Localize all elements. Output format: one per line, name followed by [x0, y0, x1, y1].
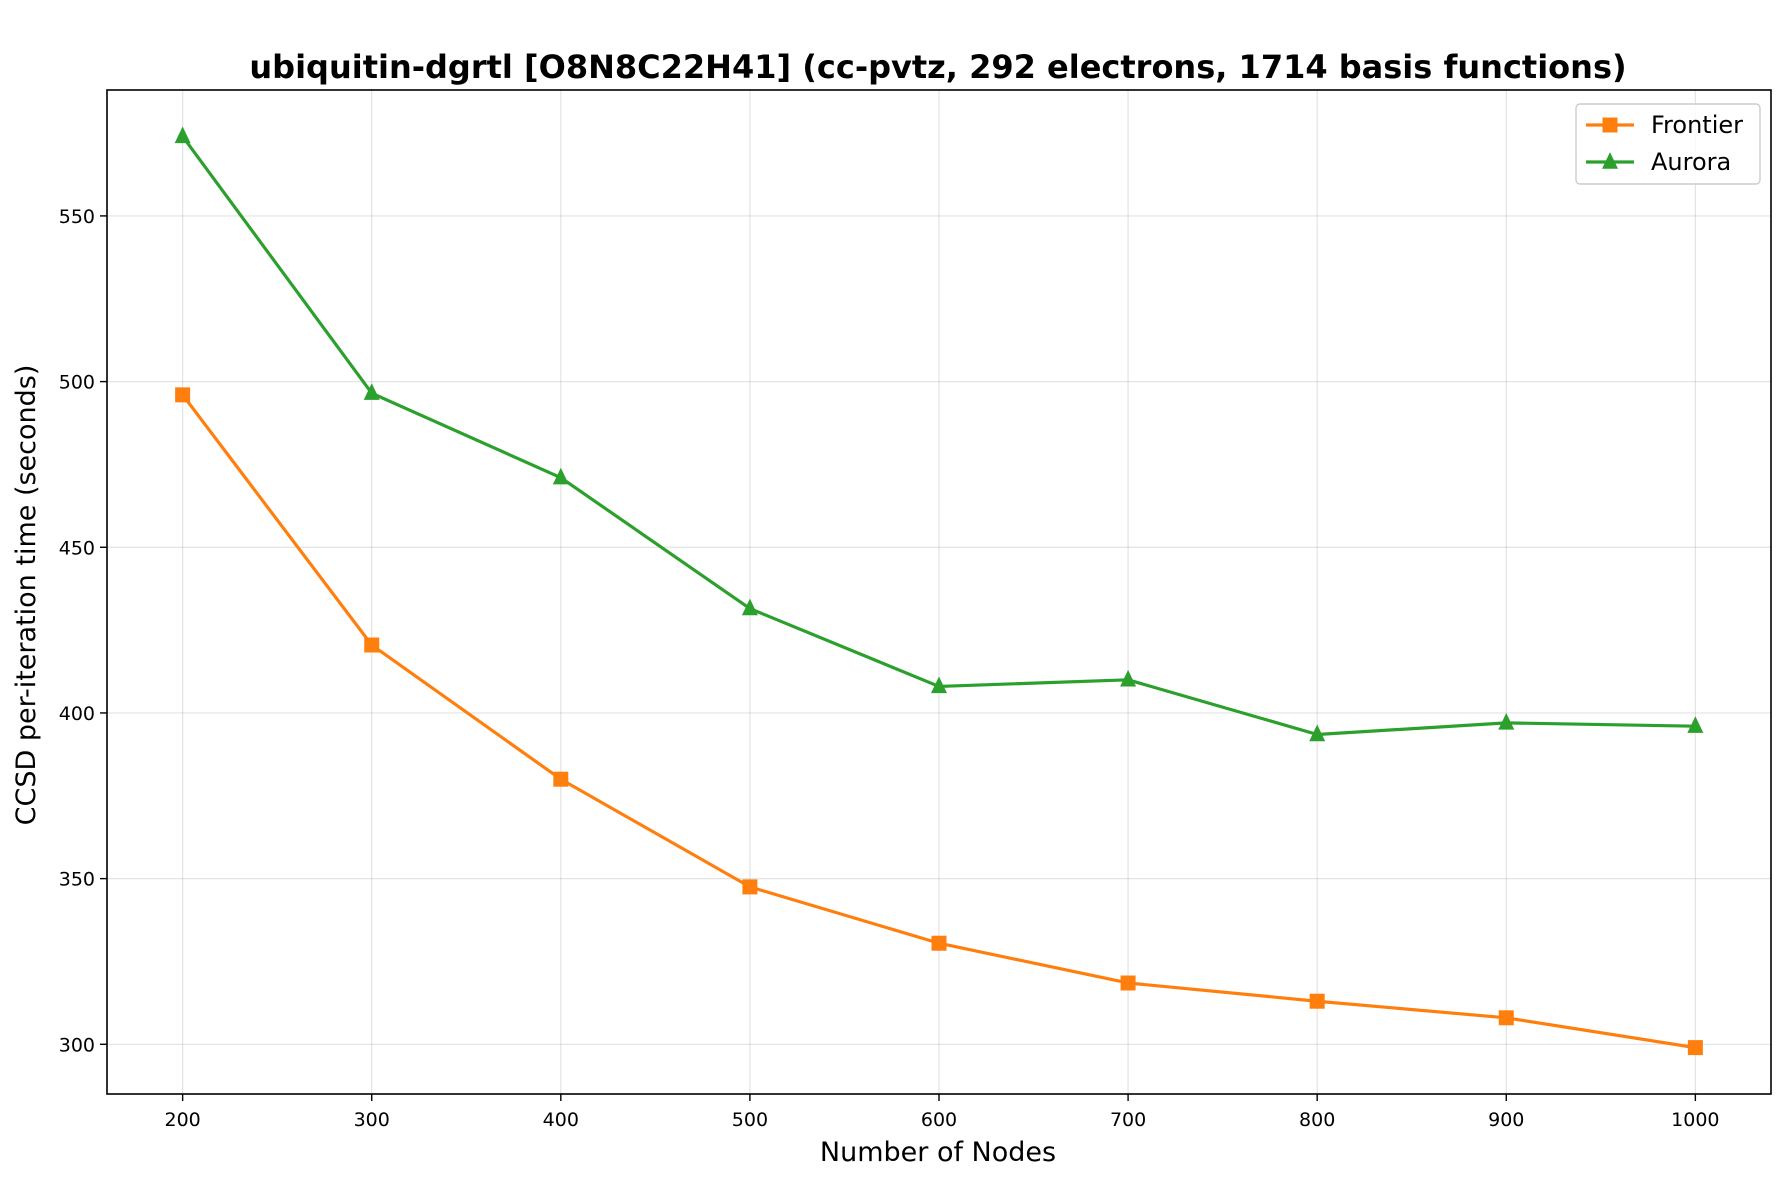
- y-tick-label: 550: [59, 206, 95, 228]
- series-layer: [174, 126, 1704, 1056]
- legend-label: Aurora: [1651, 148, 1731, 176]
- series-frontier: [175, 387, 1703, 1056]
- data-point-frontier: [1687, 1040, 1703, 1056]
- data-point-frontier: [931, 935, 947, 951]
- legend-item-frontier: Frontier: [1586, 111, 1743, 139]
- y-axis-label: CCSD per-iteration time (seconds): [11, 365, 42, 826]
- chart-title: ubiquitin-dgrtl [O8N8C22H41] (cc-pvtz, 2…: [249, 48, 1626, 86]
- x-tick-label: 800: [1299, 1109, 1335, 1131]
- legend-label: Frontier: [1651, 111, 1743, 139]
- x-axis-label: Number of Nodes: [820, 1137, 1056, 1168]
- y-tick-label: 500: [59, 372, 95, 394]
- series-aurora: [174, 126, 1704, 742]
- legend: Frontier Aurora: [1575, 103, 1761, 185]
- data-point-frontier: [1120, 975, 1136, 991]
- data-point-frontier: [1498, 1010, 1514, 1026]
- data-point-frontier: [1309, 993, 1325, 1009]
- data-point-aurora: [552, 467, 569, 485]
- data-point-aurora: [741, 598, 758, 616]
- data-point-aurora: [1687, 716, 1704, 733]
- y-axis-ticks: 300 350 400 450 500 550: [59, 206, 107, 1056]
- legend-marker: [1602, 152, 1618, 169]
- data-point-aurora: [1498, 712, 1515, 730]
- y-tick-label: 400: [59, 703, 95, 725]
- data-point-aurora: [1309, 724, 1326, 742]
- data-point-aurora: [174, 126, 191, 144]
- gridlines: [107, 90, 1771, 1094]
- y-tick-label: 300: [59, 1034, 95, 1056]
- x-tick-label: 700: [1110, 1109, 1146, 1131]
- x-tick-label: 900: [1488, 1109, 1524, 1131]
- x-tick-label: 500: [732, 1109, 768, 1131]
- x-axis-ticks: 200 300 400 500 600 700 800 900 1000: [165, 1094, 1720, 1131]
- legend-item-aurora: Aurora: [1586, 148, 1731, 176]
- x-tick-label: 200: [165, 1109, 201, 1131]
- y-tick-label: 350: [59, 869, 95, 891]
- data-point-aurora: [1120, 669, 1137, 687]
- y-tick-label: 450: [59, 537, 95, 559]
- data-point-frontier: [742, 879, 758, 895]
- data-point-frontier: [553, 771, 569, 787]
- data-point-frontier: [364, 637, 380, 653]
- x-tick-label: 300: [354, 1109, 390, 1131]
- x-tick-label: 400: [543, 1109, 579, 1131]
- x-tick-label: 600: [921, 1109, 957, 1131]
- data-point-aurora: [363, 383, 380, 400]
- legend-marker: [1602, 117, 1618, 133]
- data-point-frontier: [175, 387, 191, 403]
- data-point-aurora: [931, 676, 947, 694]
- x-tick-label: 1000: [1671, 1109, 1719, 1131]
